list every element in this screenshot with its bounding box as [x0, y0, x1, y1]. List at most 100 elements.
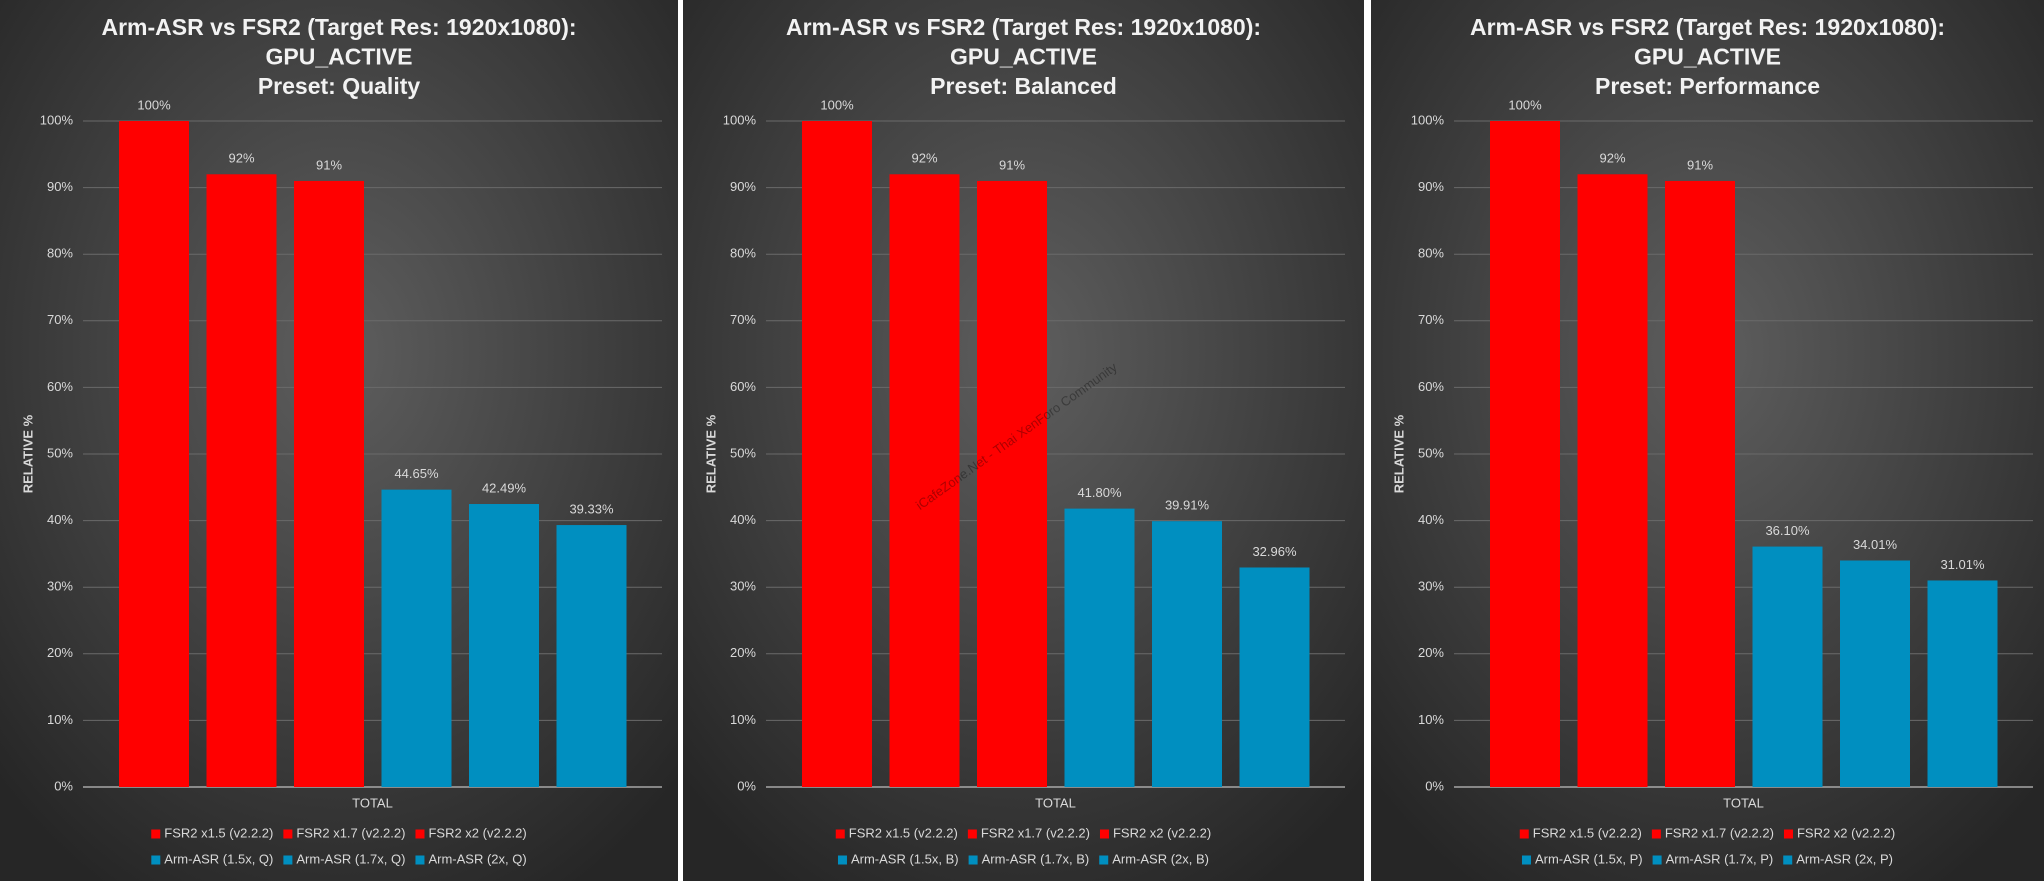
y-tick-label: 90%: [47, 179, 73, 194]
chart-panel: Arm-ASR vs FSR2 (Target Res: 1920x1080):…: [683, 0, 1364, 881]
y-axis-label: RELATIVE %: [703, 414, 718, 493]
legend-swatch: [283, 829, 293, 839]
legend-label: Arm-ASR (1.5x, P): [1535, 851, 1643, 866]
y-tick-label: 50%: [47, 445, 73, 460]
y-tick-label: 10%: [47, 712, 73, 727]
bar: [1577, 174, 1648, 787]
y-axis-label: RELATIVE %: [1391, 414, 1406, 493]
bar: [1927, 580, 1998, 787]
y-tick-label: 60%: [1418, 379, 1444, 394]
bar: [889, 174, 960, 787]
bar: [206, 174, 277, 787]
data-label: 92%: [228, 151, 254, 166]
legend-label: Arm-ASR (1.7x, B): [982, 851, 1090, 866]
data-label: 36.10%: [1765, 523, 1810, 538]
y-tick-label: 30%: [1418, 579, 1444, 594]
legend-label: Arm-ASR (2x, B): [1112, 851, 1209, 866]
data-label: 41.80%: [1077, 485, 1122, 500]
y-tick-label: 30%: [730, 579, 756, 594]
data-label: 91%: [316, 157, 342, 172]
legend-label: FSR2 x1.7 (v2.2.2): [1665, 825, 1774, 840]
legend-swatch: [967, 829, 977, 839]
y-tick-label: 20%: [1418, 645, 1444, 660]
legend-swatch: [151, 829, 161, 839]
y-tick-label: 90%: [730, 179, 756, 194]
data-label: 31.01%: [1940, 557, 1985, 572]
y-tick-label: 90%: [1418, 179, 1444, 194]
data-label: 32.96%: [1252, 544, 1297, 559]
bar: [802, 121, 872, 787]
chart-title: GPU_ACTIVE: [266, 44, 413, 70]
y-tick-label: 70%: [47, 312, 73, 327]
y-tick-label: 20%: [47, 645, 73, 660]
legend-swatch: [1652, 855, 1662, 865]
x-tick-label: TOTAL: [1035, 795, 1076, 810]
bar: [294, 180, 364, 787]
data-label: 100%: [1508, 97, 1542, 112]
y-tick-label: 70%: [730, 312, 756, 327]
bar: [1752, 546, 1823, 787]
legend-label: Arm-ASR (1.7x, P): [1666, 851, 1774, 866]
y-tick-label: 0%: [54, 778, 73, 793]
chart-panel: Arm-ASR vs FSR2 (Target Res: 1920x1080):…: [0, 0, 678, 881]
bar: [1840, 560, 1910, 787]
y-tick-label: 80%: [730, 246, 756, 261]
legend-swatch: [835, 829, 845, 839]
legend-swatch: [1783, 829, 1793, 839]
chart-panel: Arm-ASR vs FSR2 (Target Res: 1920x1080):…: [1371, 0, 2044, 881]
y-tick-label: 10%: [1418, 712, 1444, 727]
bar: [556, 525, 627, 787]
legend-swatch: [837, 855, 847, 865]
legend-label: Arm-ASR (2x, P): [1796, 851, 1893, 866]
bar: [1665, 180, 1735, 787]
data-label: 39.91%: [1165, 498, 1210, 513]
y-tick-label: 60%: [47, 379, 73, 394]
y-tick-label: 50%: [1418, 445, 1444, 460]
bar: [119, 121, 189, 787]
y-tick-label: 70%: [1418, 312, 1444, 327]
y-axis-label: RELATIVE %: [20, 414, 35, 493]
bar: [1064, 508, 1135, 787]
y-tick-label: 60%: [730, 379, 756, 394]
legend-label: Arm-ASR (1.7x, Q): [296, 851, 405, 866]
y-tick-label: 20%: [730, 645, 756, 660]
data-label: 92%: [911, 151, 937, 166]
y-tick-label: 100%: [1411, 112, 1445, 127]
y-tick-label: 10%: [730, 712, 756, 727]
chart-title: Arm-ASR vs FSR2 (Target Res: 1920x1080):: [786, 14, 1261, 40]
data-label: 44.65%: [394, 466, 439, 481]
y-tick-label: 80%: [47, 246, 73, 261]
legend-swatch: [151, 855, 161, 865]
x-tick-label: TOTAL: [352, 795, 393, 810]
chart-title: GPU_ACTIVE: [1634, 44, 1781, 70]
data-label: 39.33%: [569, 501, 614, 516]
bar: [977, 180, 1047, 787]
y-tick-label: 100%: [40, 112, 74, 127]
legend-label: Arm-ASR (1.5x, B): [851, 851, 959, 866]
legend-swatch: [283, 855, 293, 865]
legend-label: FSR2 x1.5 (v2.2.2): [1533, 825, 1642, 840]
legend-label: FSR2 x1.7 (v2.2.2): [296, 825, 405, 840]
chart-title: Arm-ASR vs FSR2 (Target Res: 1920x1080):: [1470, 14, 1945, 40]
bar: [381, 489, 452, 787]
legend-swatch: [415, 855, 425, 865]
legend-label: Arm-ASR (2x, Q): [428, 851, 526, 866]
chart-title: Preset: Balanced: [930, 73, 1117, 99]
legend-label: FSR2 x2 (v2.2.2): [1797, 825, 1895, 840]
bar: [1490, 121, 1560, 787]
data-label: 34.01%: [1853, 537, 1898, 552]
legend-swatch: [1099, 855, 1109, 865]
chart-title: GPU_ACTIVE: [950, 44, 1097, 70]
legend-label: FSR2 x1.5 (v2.2.2): [849, 825, 958, 840]
legend-label: FSR2 x1.5 (v2.2.2): [164, 825, 273, 840]
y-tick-label: 0%: [1425, 778, 1444, 793]
legend-label: FSR2 x2 (v2.2.2): [1113, 825, 1211, 840]
legend-swatch: [1783, 855, 1793, 865]
data-label: 42.49%: [482, 480, 527, 495]
y-tick-label: 40%: [730, 512, 756, 527]
y-tick-label: 100%: [723, 112, 757, 127]
legend-swatch: [1099, 829, 1109, 839]
bar: [1239, 567, 1310, 787]
chart-title: Preset: Quality: [258, 73, 421, 99]
legend-label: Arm-ASR (1.5x, Q): [164, 851, 273, 866]
